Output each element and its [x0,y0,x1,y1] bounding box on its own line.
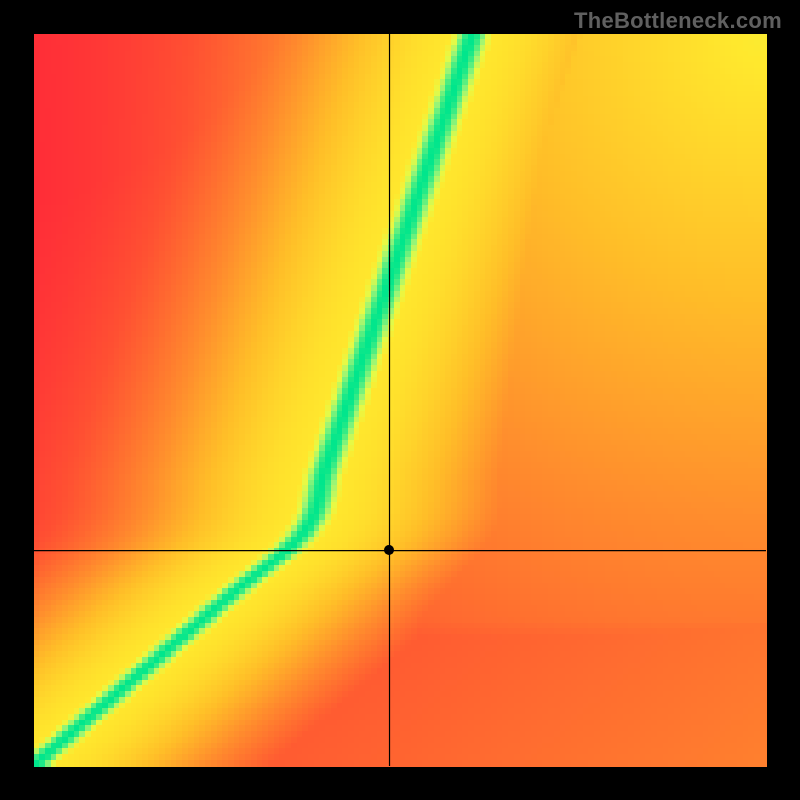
heatmap-canvas [0,0,800,800]
chart-container: TheBottleneck.com [0,0,800,800]
watermark-label: TheBottleneck.com [574,8,782,34]
